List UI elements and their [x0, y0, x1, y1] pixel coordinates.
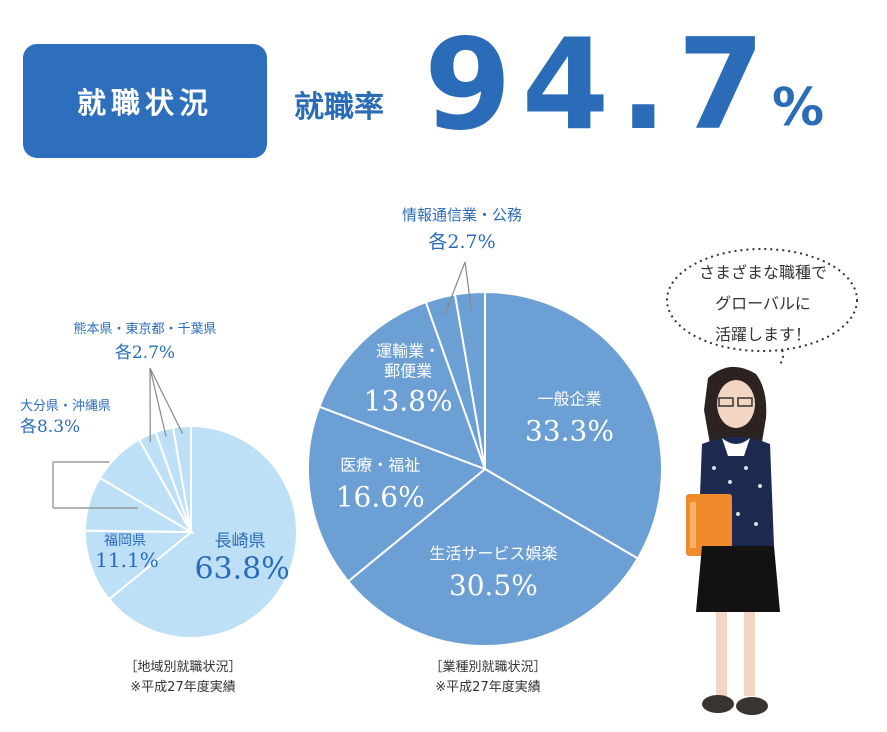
region-slice-label: 長崎県: [215, 531, 266, 551]
region-slice-label: 福岡県: [104, 533, 146, 549]
industry-caption-note: ※平成27年度実績: [435, 680, 541, 695]
industry-slice-0: [484, 290, 663, 560]
region-caption-note: ※平成27年度実績: [130, 680, 236, 695]
region-callout-value: 各2.7%: [115, 343, 175, 363]
region-callout-label: 熊本県・東京都・千葉県: [73, 321, 216, 337]
speech-line: 活躍します！: [714, 325, 811, 344]
region-callout-label: 大分県・沖縄県: [20, 399, 111, 414]
region-slice-0: [107, 424, 298, 639]
industry-slice-label: 生活サービス娯楽: [429, 544, 557, 563]
industry-callout-label: 情報通信業・公務: [402, 206, 522, 224]
speech-line: さまざまな職種で: [698, 263, 827, 282]
employment-rate-value: 94.7: [424, 11, 775, 158]
region-leader-line: [149, 367, 167, 437]
region-caption: ［地域別就職状況］ ※平成27年度実績: [88, 658, 278, 698]
industry-slice-value: 30.5%: [449, 569, 538, 602]
industry-slice-2: [307, 405, 487, 583]
region-caption-title: ［地域別就職状況］: [124, 660, 242, 675]
speech-bubble-text: さまざまな職種で グローバルに 活躍します！: [682, 257, 844, 350]
employment-rate-label: 就職率: [294, 90, 384, 125]
industry-slice-value: 16.6%: [336, 480, 425, 513]
industry-slice-value: 13.8%: [364, 385, 453, 418]
region-slice-value: 63.8%: [194, 551, 289, 586]
student-illustration: [686, 366, 780, 715]
speech-bubble: [666, 248, 858, 364]
chart-annotations: 熊本県・東京都・千葉県各2.7%大分県・沖縄県各8.3%情報通信業・公務各2.7…: [20, 206, 522, 509]
industry-slice-3: [318, 300, 487, 471]
region-slice-6: [171, 424, 192, 533]
industry-leader-line: [444, 261, 466, 316]
badge-label: 就職状況: [76, 86, 213, 120]
region-slice-value: 11.1%: [95, 548, 159, 572]
industry-caption: ［業種別就職状況］ ※平成27年度実績: [390, 658, 586, 698]
region-slice-1: [84, 529, 194, 601]
employment-rate-unit: %: [772, 78, 825, 138]
status-badge: 就職状況: [23, 44, 267, 158]
industry-slice-label: 運輸業・: [376, 342, 440, 361]
region-leader-line: [149, 367, 184, 435]
industry-slice-1: [346, 467, 640, 647]
industry-slice-value: 33.3%: [525, 415, 614, 448]
region-callout-value: 各8.3%: [20, 417, 80, 437]
industry-pie-chart: 一般企業 33.3% 生活サービス娯楽 30.5% 医療・福祉 16.6% 運輸業・郵便業 1…: [307, 290, 663, 647]
industry-leader-line: [464, 261, 473, 311]
industry-slice-label: 郵便業: [384, 362, 432, 381]
industry-callout-value: 各2.7%: [428, 231, 495, 253]
industry-slice-label: 一般企業: [537, 390, 601, 409]
industry-slice-5: [453, 290, 486, 470]
industry-slice-label: 医療・福祉: [340, 455, 420, 474]
industry-caption-title: ［業種別就職状況］: [429, 660, 547, 675]
speech-line: グローバルに: [715, 294, 811, 313]
